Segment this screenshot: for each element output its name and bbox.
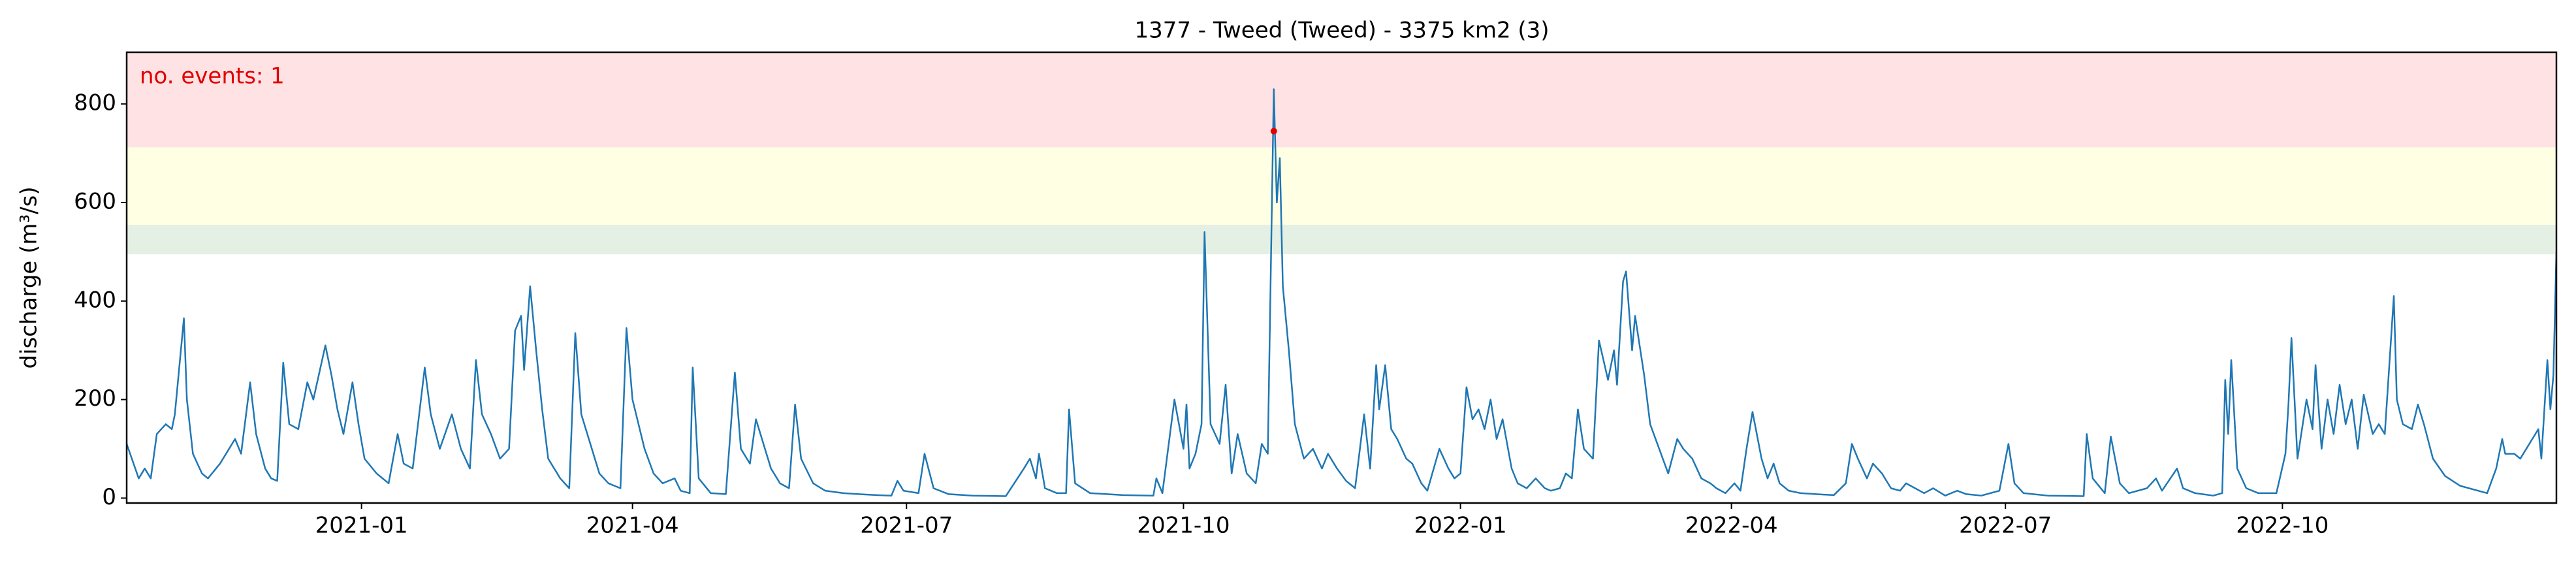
x-tick-label: 2022-10 bbox=[2236, 513, 2329, 539]
discharge-line bbox=[127, 88, 2556, 497]
chart-title: 1377 - Tweed (Tweed) - 3375 km2 (3) bbox=[1134, 18, 1549, 44]
y-tick-label: 0 bbox=[102, 484, 116, 510]
x-tick-label: 2021-07 bbox=[860, 513, 953, 539]
x-tick-label: 2021-01 bbox=[315, 513, 408, 539]
y-tick-label: 200 bbox=[74, 385, 116, 412]
plot-area bbox=[127, 52, 2556, 497]
y-axis-label: discharge (m³/s) bbox=[16, 187, 42, 369]
threshold-band bbox=[127, 147, 2556, 225]
event-marker bbox=[1270, 127, 1277, 135]
threshold-band bbox=[127, 224, 2556, 255]
x-tick-label: 2022-04 bbox=[1685, 513, 1778, 539]
x-tick-label: 2021-10 bbox=[1137, 513, 1230, 539]
x-tick-label: 2021-04 bbox=[586, 513, 679, 539]
y-tick-label: 600 bbox=[74, 189, 116, 215]
threshold-band bbox=[127, 52, 2556, 148]
y-tick-label: 400 bbox=[74, 287, 116, 313]
y-tick-label: 800 bbox=[74, 90, 116, 116]
x-tick-label: 2022-01 bbox=[1414, 513, 1507, 539]
x-tick-label: 2022-07 bbox=[1959, 513, 2052, 539]
plot-frame bbox=[125, 51, 2558, 504]
event-count: no. events: 1 bbox=[140, 63, 285, 89]
